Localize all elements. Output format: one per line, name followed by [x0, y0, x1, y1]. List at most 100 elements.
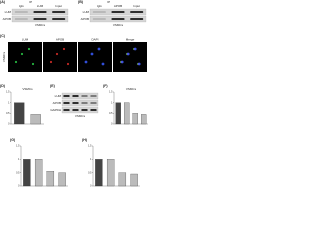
blot-band — [111, 11, 125, 13]
panel-label: (D) — [0, 84, 6, 88]
cell-signal — [137, 62, 141, 66]
row-label: GAPDH — [50, 108, 61, 112]
blot-band — [52, 18, 66, 20]
row-label: LUM — [5, 10, 12, 14]
blot-band — [130, 11, 144, 13]
micrograph — [43, 42, 77, 72]
y-tick-label: 0.5 — [109, 112, 113, 115]
cell-signal — [14, 60, 18, 64]
image-title: LUM — [22, 37, 29, 41]
bar — [14, 102, 25, 125]
figure: (A) IP IgG LUM Input LUM APOB VSMCs (B) IP IgG APOB… — [0, 0, 148, 188]
bar — [23, 159, 31, 187]
y-tick-label: 1 — [111, 101, 113, 104]
blot-strip — [61, 92, 99, 100]
ip-header: IP — [29, 0, 32, 4]
cell-label: VSMCs — [113, 23, 124, 27]
cell-signal — [55, 52, 59, 56]
image-title: APOB — [56, 37, 64, 41]
y-tick-label: 0 — [90, 185, 92, 188]
blot-strip — [61, 99, 99, 107]
panel-label: (E) — [50, 84, 56, 88]
row-label: LUM — [83, 10, 90, 14]
blot-band — [111, 18, 125, 20]
blot-band — [33, 11, 47, 13]
cell-label: VSMCs — [75, 114, 86, 118]
cell-signal — [31, 62, 35, 66]
blot-strip — [61, 106, 99, 114]
y-tick-label: 0 — [18, 185, 20, 188]
panel-label: (G) — [10, 138, 16, 142]
blot-band — [92, 11, 106, 13]
bar — [46, 171, 55, 187]
blot-band — [92, 18, 106, 20]
cell-signal — [62, 47, 66, 51]
bar — [95, 159, 103, 187]
cell-signal — [126, 52, 130, 56]
bar — [58, 172, 66, 187]
cell-signal — [49, 60, 53, 64]
blot-band — [90, 109, 97, 111]
cell-signal — [97, 47, 101, 51]
panel-label: (B) — [78, 0, 84, 4]
y-tick-label: 1 — [8, 101, 10, 104]
column-label: IgG — [19, 4, 25, 8]
cell-signal — [133, 47, 137, 51]
bar — [132, 113, 138, 125]
y-tick-label: 1 — [90, 158, 92, 161]
y-tick-label: 1.5 — [6, 91, 10, 94]
blot-band — [72, 102, 79, 104]
blot-band — [90, 102, 97, 104]
blot-band — [90, 95, 97, 97]
bar — [141, 114, 147, 125]
y-tick-label: 1 — [18, 158, 20, 161]
bar — [130, 173, 138, 187]
column-label: Input — [55, 4, 62, 8]
bar — [124, 102, 130, 125]
row-label: APOB — [81, 17, 89, 21]
panel-label: (F) — [103, 84, 108, 88]
blot-band — [63, 102, 70, 104]
column-label: APOB — [114, 4, 122, 8]
image-title: Merge — [126, 37, 135, 41]
blot-band — [33, 18, 47, 20]
ip-header: IP — [107, 0, 110, 4]
cell-signal — [101, 62, 105, 66]
blot-band — [52, 11, 66, 13]
y-tick-label: 0.5 — [6, 112, 10, 115]
y-tick-label: 0 — [8, 123, 10, 126]
blot-band — [14, 11, 28, 13]
y-tick-label: 0.5 — [16, 171, 20, 174]
micrograph — [78, 42, 112, 72]
y-tick-label: 0 — [111, 123, 113, 126]
cell-label: VSMCs — [126, 87, 137, 91]
cell-label: VSMCs — [2, 51, 6, 62]
row-label: LUM — [55, 94, 62, 98]
blot-band — [130, 18, 144, 20]
micrograph — [8, 42, 42, 72]
blot-band — [81, 102, 88, 104]
blot-band — [81, 109, 88, 111]
cell-signal — [84, 60, 88, 64]
cell-label: VSMCs — [35, 23, 46, 27]
bar — [30, 114, 41, 125]
column-label: Input — [133, 4, 140, 8]
cell-signal — [66, 62, 70, 66]
blot-band — [81, 95, 88, 97]
cell-signal — [90, 52, 94, 56]
bar — [106, 159, 115, 187]
y-tick-label: 1.5 — [109, 91, 113, 94]
blot-band — [72, 109, 79, 111]
cell-label: VSMCs — [22, 87, 33, 91]
panel-label: (A) — [0, 0, 6, 4]
cell-signal — [120, 60, 124, 64]
row-label: APOB — [53, 101, 61, 105]
y-tick-label: 0.5 — [88, 171, 92, 174]
blot-band — [14, 18, 28, 20]
cell-signal — [20, 52, 24, 56]
bar — [118, 172, 127, 187]
blot-band — [72, 95, 79, 97]
row-label: APOB — [3, 17, 11, 21]
column-label: LUM — [37, 4, 44, 8]
column-label: IgG — [97, 4, 103, 8]
